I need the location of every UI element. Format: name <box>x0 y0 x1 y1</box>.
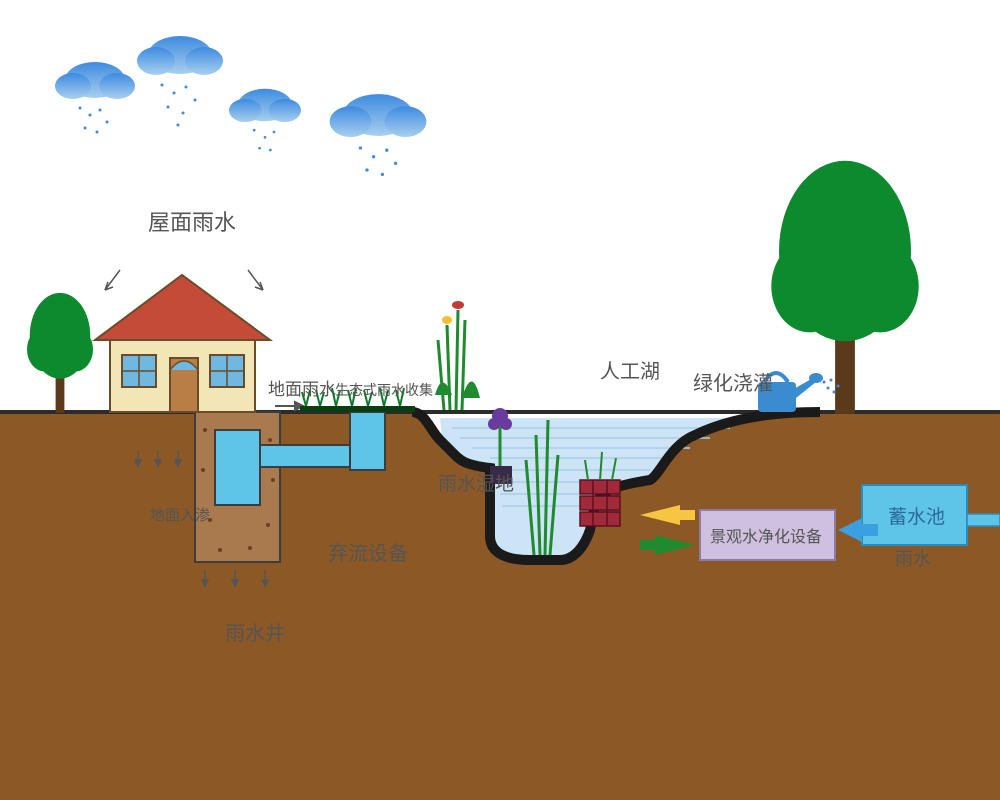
storage-outlet-pipe <box>967 514 1000 526</box>
label-infiltration: 地面入渗 <box>150 507 210 524</box>
label-discard-device: 弃流设备 <box>328 542 408 565</box>
rainwater-diagram: 屋面雨水 地面雨水 生态式雨水收集 地面入渗 弃流设备 雨水井 雨水湿地 人工湖… <box>0 0 1000 800</box>
label-purifier: 景观水净化设备 <box>710 528 822 546</box>
label-green-irrigate: 绿化浇灌 <box>693 372 773 395</box>
label-rain-well: 雨水井 <box>225 622 285 645</box>
label-ground-rain: 地面雨水 <box>268 380 336 399</box>
label-rainwater: 雨水 <box>895 549 931 569</box>
label-storage: 蓄水池 <box>888 506 945 528</box>
ground-rain-arrow <box>275 402 303 410</box>
label-roof-rain: 屋面雨水 <box>148 210 236 235</box>
label-eco-collect: 生态式雨水收集 <box>335 382 433 398</box>
label-artificial-lake: 人工湖 <box>600 360 660 383</box>
label-wetland: 雨水湿地 <box>438 473 514 495</box>
rainwater-well <box>195 412 280 562</box>
rain-clouds <box>55 36 426 176</box>
discard-flow-device <box>350 412 385 470</box>
tree-left <box>27 293 93 413</box>
tree-right <box>771 161 918 414</box>
house <box>95 270 270 412</box>
